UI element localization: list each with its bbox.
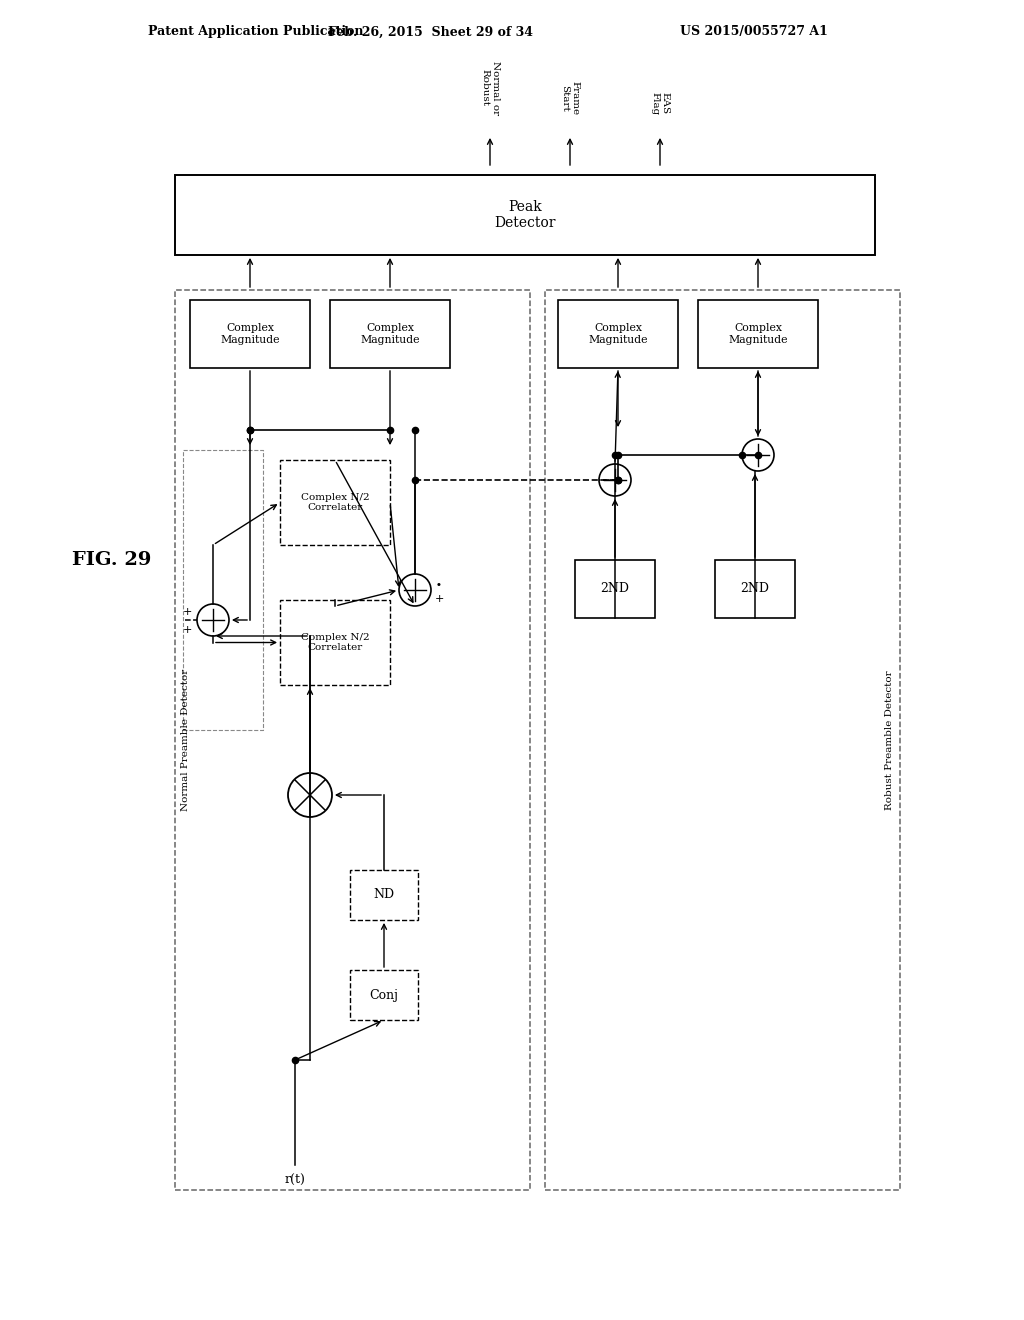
Bar (190, 300, 310, 368)
Bar (280, 459, 390, 545)
Bar (183, 450, 263, 730)
Text: 2ND: 2ND (600, 582, 630, 595)
Bar (175, 176, 874, 255)
Bar (575, 560, 655, 618)
Text: r(t): r(t) (285, 1173, 305, 1187)
Text: Complex N/2
Correlater: Complex N/2 Correlater (301, 492, 370, 512)
Text: Robust Preamble Detector: Robust Preamble Detector (886, 671, 895, 809)
Text: US 2015/0055727 A1: US 2015/0055727 A1 (680, 25, 827, 38)
Text: Peak
Detector: Peak Detector (495, 199, 556, 230)
Text: +: + (434, 594, 443, 605)
Text: .: . (436, 573, 442, 590)
Text: FIG. 29: FIG. 29 (72, 550, 152, 569)
Bar (698, 300, 818, 368)
Text: Complex N/2
Correlater: Complex N/2 Correlater (301, 632, 370, 652)
Text: 2ND: 2ND (740, 582, 769, 595)
Text: ND: ND (374, 888, 394, 902)
Text: Complex
Magnitude: Complex Magnitude (220, 323, 280, 345)
Bar (350, 870, 418, 920)
Text: Patent Application Publication: Patent Application Publication (148, 25, 364, 38)
Bar (280, 601, 390, 685)
Bar (330, 300, 450, 368)
Bar (175, 290, 530, 1191)
Bar (545, 290, 900, 1191)
Text: +: + (182, 624, 191, 635)
Text: Feb. 26, 2015  Sheet 29 of 34: Feb. 26, 2015 Sheet 29 of 34 (328, 25, 532, 38)
Bar (715, 560, 795, 618)
Text: EAS
Flag: EAS Flag (650, 92, 670, 115)
Text: Normal Preamble Detector: Normal Preamble Detector (180, 669, 189, 810)
Text: Complex
Magnitude: Complex Magnitude (728, 323, 787, 345)
Text: Frame
Start: Frame Start (560, 81, 580, 115)
Text: Complex
Magnitude: Complex Magnitude (360, 323, 420, 345)
Text: Conj: Conj (370, 989, 398, 1002)
Bar (558, 300, 678, 368)
Text: Complex
Magnitude: Complex Magnitude (588, 323, 648, 345)
Text: +: + (182, 607, 191, 616)
Text: Normal or
Robust: Normal or Robust (480, 61, 500, 115)
Bar (350, 970, 418, 1020)
